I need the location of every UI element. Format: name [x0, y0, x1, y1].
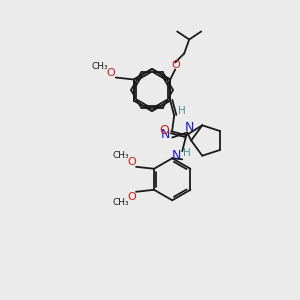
Text: O: O [172, 59, 181, 70]
Text: O: O [128, 157, 136, 167]
Text: O: O [159, 124, 169, 137]
Text: O: O [106, 68, 115, 77]
Text: CH₃: CH₃ [113, 151, 129, 160]
Text: N: N [184, 121, 194, 134]
Text: CH₃: CH₃ [113, 198, 129, 207]
Text: O: O [128, 192, 136, 202]
Text: N: N [160, 128, 170, 141]
Text: H: H [178, 106, 186, 116]
Text: H: H [183, 148, 191, 158]
Text: N: N [172, 149, 181, 162]
Text: CH₃: CH₃ [92, 62, 108, 71]
